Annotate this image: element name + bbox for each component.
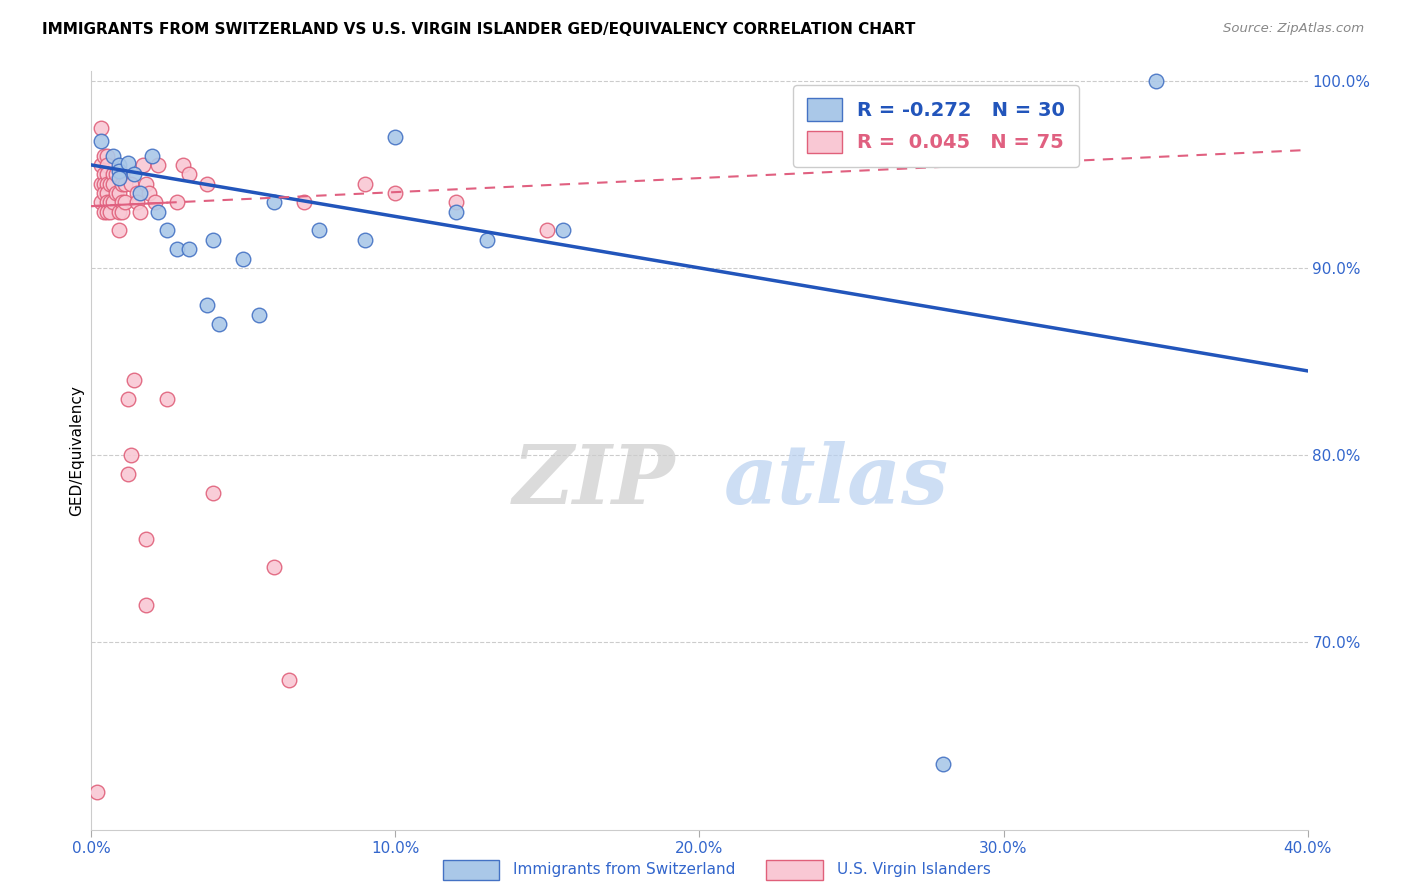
Point xyxy=(138,186,160,200)
Point xyxy=(125,186,148,200)
Point xyxy=(135,533,157,547)
Point xyxy=(278,673,301,687)
Point xyxy=(107,223,129,237)
Point xyxy=(114,177,136,191)
Point xyxy=(384,186,406,200)
Point xyxy=(96,186,118,200)
Point xyxy=(166,242,188,256)
Point xyxy=(122,167,145,181)
Point xyxy=(114,195,136,210)
Point xyxy=(354,177,377,191)
Point xyxy=(107,158,129,172)
Text: atlas: atlas xyxy=(724,441,949,521)
Point xyxy=(141,148,163,162)
Point xyxy=(195,298,218,312)
Point xyxy=(132,158,155,172)
Point xyxy=(104,167,127,181)
Point xyxy=(89,177,111,191)
Point xyxy=(93,186,115,200)
Point xyxy=(117,156,139,170)
Point xyxy=(148,158,170,172)
Legend: R = -0.272   N = 30, R =  0.045   N = 75: R = -0.272 N = 30, R = 0.045 N = 75 xyxy=(793,85,1078,167)
Point xyxy=(101,148,124,162)
Point xyxy=(93,204,115,219)
Point xyxy=(96,204,118,219)
Point xyxy=(172,158,194,172)
Y-axis label: GED/Equivalency: GED/Equivalency xyxy=(69,385,84,516)
Point xyxy=(117,467,139,481)
Point xyxy=(195,177,218,191)
Point xyxy=(166,195,188,210)
Point xyxy=(135,598,157,612)
Point xyxy=(444,195,467,210)
Point xyxy=(98,204,121,219)
Point xyxy=(129,186,152,200)
Point xyxy=(104,186,127,200)
Text: IMMIGRANTS FROM SWITZERLAND VS U.S. VIRGIN ISLANDER GED/EQUIVALENCY CORRELATION : IMMIGRANTS FROM SWITZERLAND VS U.S. VIRG… xyxy=(42,22,915,37)
Point xyxy=(156,223,179,237)
Point xyxy=(107,204,129,219)
Point xyxy=(208,317,231,331)
Text: Source: ZipAtlas.com: Source: ZipAtlas.com xyxy=(1223,22,1364,36)
Point xyxy=(931,757,953,772)
Point xyxy=(96,158,118,172)
Point xyxy=(536,223,558,237)
Point xyxy=(143,195,166,210)
Text: U.S. Virgin Islanders: U.S. Virgin Islanders xyxy=(837,863,990,877)
Point xyxy=(120,448,142,462)
Point xyxy=(125,195,148,210)
Point xyxy=(93,167,115,181)
Point xyxy=(120,177,142,191)
Point xyxy=(93,148,115,162)
Point xyxy=(177,167,200,181)
Point xyxy=(89,195,111,210)
Point xyxy=(202,233,225,247)
Point xyxy=(247,308,270,322)
Point xyxy=(86,785,108,799)
Point xyxy=(101,167,124,181)
Point xyxy=(384,129,406,144)
Point xyxy=(135,177,157,191)
Point xyxy=(122,373,145,387)
Point xyxy=(444,204,467,219)
Point xyxy=(1144,73,1167,87)
Point xyxy=(107,171,129,186)
Point xyxy=(89,158,111,172)
Point xyxy=(177,242,200,256)
Point xyxy=(156,392,179,406)
Point xyxy=(129,204,152,219)
Point xyxy=(107,163,129,178)
Point xyxy=(107,186,129,200)
Point xyxy=(101,177,124,191)
Point xyxy=(111,195,134,210)
Point xyxy=(308,223,330,237)
Point xyxy=(98,195,121,210)
Point xyxy=(89,134,111,148)
Point xyxy=(96,195,118,210)
Point xyxy=(117,392,139,406)
Point xyxy=(263,195,285,210)
Point xyxy=(263,560,285,574)
Point xyxy=(96,177,118,191)
Point xyxy=(101,195,124,210)
Point xyxy=(202,485,225,500)
Point xyxy=(232,252,254,266)
Point xyxy=(354,233,377,247)
Point xyxy=(475,233,498,247)
Point xyxy=(111,167,134,181)
Point xyxy=(551,223,574,237)
Point xyxy=(96,148,118,162)
Point xyxy=(111,177,134,191)
Point xyxy=(96,167,118,181)
Text: Immigrants from Switzerland: Immigrants from Switzerland xyxy=(513,863,735,877)
Point xyxy=(93,177,115,191)
Point xyxy=(292,195,315,210)
Point xyxy=(89,120,111,135)
Point xyxy=(148,204,170,219)
Point xyxy=(98,177,121,191)
Point xyxy=(111,204,134,219)
Text: ZIP: ZIP xyxy=(513,441,675,521)
